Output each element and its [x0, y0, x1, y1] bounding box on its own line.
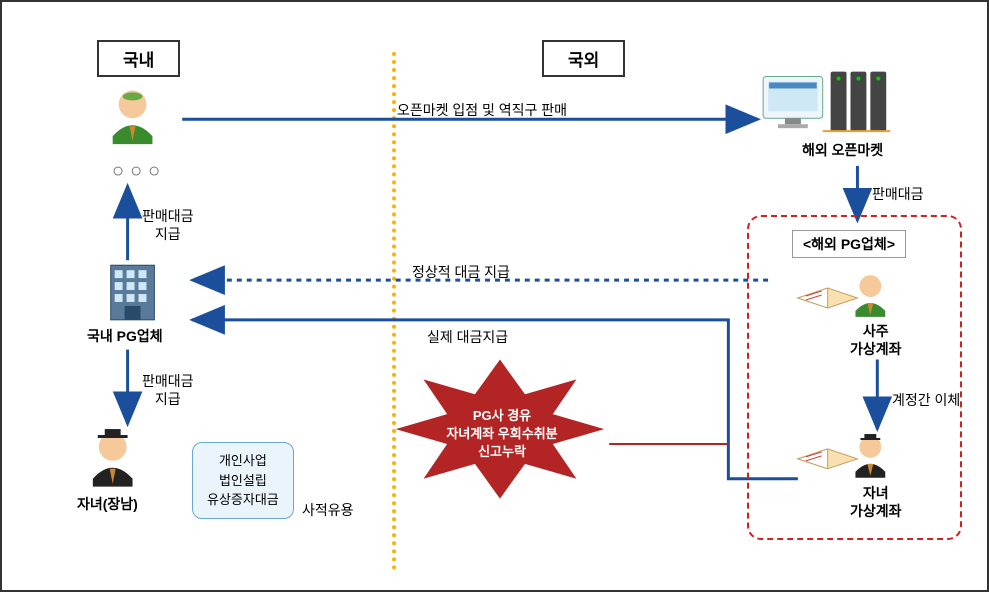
overseas-market-label: 해외 오픈마켓 — [802, 140, 883, 160]
divider-line — [392, 52, 396, 570]
overseas-pg-label: <해외 PG업체> — [792, 230, 906, 258]
edge-e3-label: 정상적 대금 지급 — [412, 262, 510, 282]
star-l3: 신고누락 — [478, 444, 526, 459]
e6-l2: 지급 — [155, 226, 181, 242]
edge-e5-label: 계정간 이체 — [892, 390, 960, 410]
note-private-use: 사적유용 — [302, 500, 354, 520]
starburst-text: PG사 경유 자녀계좌 우회수취분 신고누락 — [432, 407, 572, 462]
edge-e4-label: 실제 대금지급 — [427, 327, 508, 347]
edge-e7-label: 판매대금 지급 — [142, 372, 194, 408]
e7-l1: 판매대금 — [142, 373, 194, 389]
e6-l1: 판매대금 — [142, 208, 194, 224]
diagram-inner: 국내 국외 — [12, 12, 977, 580]
callout-bubble: 개인사업 법인설립 유상증자대금 — [192, 442, 294, 519]
e7-l2: 지급 — [155, 391, 181, 407]
ellipsis-dots: ○○○ — [112, 160, 166, 183]
callout-l1: 개인사업 — [219, 453, 267, 468]
edge-e1-label: 오픈마켓 입점 및 역직구 판매 — [372, 100, 592, 120]
domestic-pg-label: 국내 PG업체 — [87, 326, 163, 346]
owner-account-label: 사주 가상계좌 — [850, 322, 902, 358]
edge-e6-label: 판매대금 지급 — [142, 207, 194, 243]
child-label: 자녀(장남) — [77, 494, 138, 514]
region-domestic: 국내 — [97, 40, 180, 77]
edge-e2-label: 판매대금 — [872, 184, 924, 204]
diagram-frame: 국내 국외 — [0, 0, 989, 592]
owner-account-l2: 가상계좌 — [850, 341, 902, 357]
owner-account-l1: 사주 — [863, 323, 889, 339]
star-l2: 자녀계좌 우회수취분 — [446, 426, 557, 441]
child-account-label: 자녀 가상계좌 — [850, 484, 902, 520]
child-account-l2: 가상계좌 — [850, 503, 902, 519]
child-account-l1: 자녀 — [863, 485, 889, 501]
callout-l3: 유상증자대금 — [207, 492, 279, 507]
region-overseas: 국외 — [542, 40, 625, 77]
callout-l2: 법인설립 — [219, 473, 267, 488]
star-l1: PG사 경유 — [473, 408, 531, 423]
